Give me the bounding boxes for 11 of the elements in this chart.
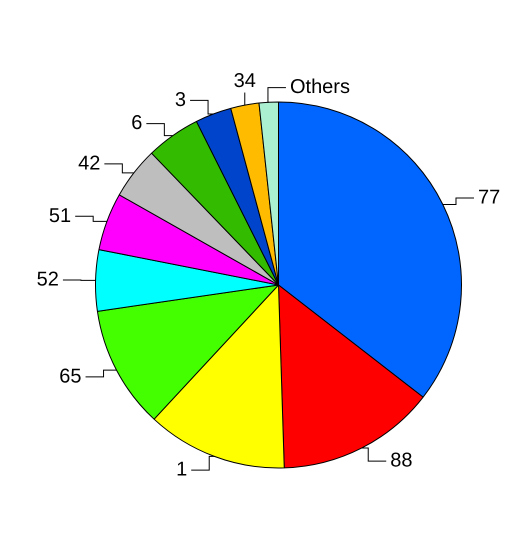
- slice-label: 42: [78, 152, 100, 174]
- slice-label: 77: [478, 186, 500, 209]
- slice-label: 88: [390, 450, 412, 472]
- slice-label: 52: [36, 268, 59, 291]
- slice-label: 1: [176, 458, 188, 481]
- slice-label: Others: [290, 76, 350, 98]
- slice-label: 51: [48, 204, 72, 227]
- slice-label: 6: [131, 112, 142, 134]
- slice-label: 3: [174, 88, 186, 111]
- slice-label: 65: [59, 365, 82, 388]
- slice-label: 34: [234, 70, 256, 92]
